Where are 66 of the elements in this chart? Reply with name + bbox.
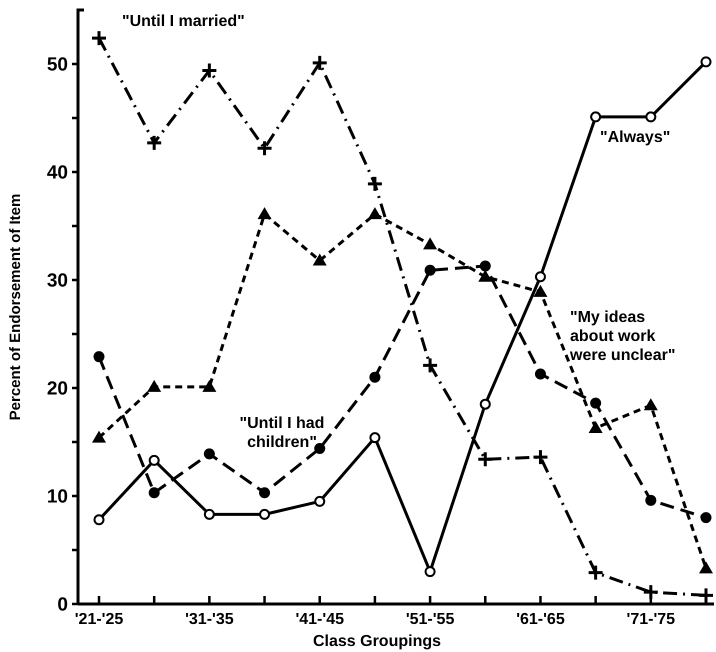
point [698,586,714,604]
point [202,380,216,392]
series-label: "Always" [600,129,670,146]
point [94,514,104,526]
point [312,254,327,266]
point [422,356,439,374]
y-axis-title: Percent of Endorsement of Item [7,194,24,420]
point [369,432,380,444]
x-axis-title: Class Groupings [312,633,442,650]
point [94,351,104,362]
y-tick-label: 50 [46,54,68,76]
x-tick-label: '71-'75 [626,611,676,628]
point [200,62,218,79]
point [532,448,549,466]
point [314,442,326,454]
point [480,260,491,272]
point [476,450,494,468]
point [424,566,436,578]
series-label: "Until I married" [122,13,245,30]
point [533,284,548,297]
y-tick-label: 0 [57,594,68,616]
point [258,207,272,220]
point [146,134,163,152]
point [480,398,491,410]
series-label: "My ideas about work were unclear" [569,309,676,364]
y-tick-label: 20 [46,378,68,400]
point [259,508,270,520]
point [642,584,660,601]
point [314,496,326,507]
x-tick-label: '21-'25 [74,611,124,628]
x-tick-label: '41-'45 [295,611,344,628]
y-tick-label: 30 [46,270,68,292]
point [700,56,712,68]
x-tick-label: '31-'35 [185,611,234,628]
point [590,398,602,409]
point [368,207,382,220]
point [259,487,270,498]
point [148,487,160,498]
point [256,140,274,157]
y-tick-label: 10 [46,486,68,508]
point [369,372,380,383]
point [147,380,162,392]
point [645,494,656,506]
point [699,561,713,574]
point [644,398,658,410]
point [204,448,215,460]
point [590,111,602,122]
point [92,430,106,443]
point [90,30,108,47]
point [148,454,160,466]
point [366,175,384,192]
point [588,420,603,433]
point [534,368,546,380]
point [478,270,492,282]
x-tick-label: '61-'65 [516,611,565,628]
series-label: "Until I had children" [240,415,324,451]
point [204,508,215,520]
point [424,264,436,276]
point [423,237,438,250]
point [587,564,604,582]
point [645,111,656,122]
point [311,54,328,72]
y-tick-label: 40 [46,162,68,184]
point [700,512,712,524]
point [534,271,546,282]
x-tick-label: '51-'55 [406,611,454,628]
